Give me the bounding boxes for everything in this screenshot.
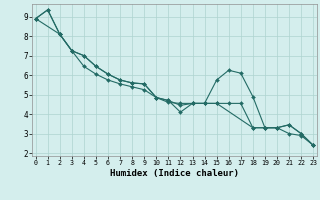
X-axis label: Humidex (Indice chaleur): Humidex (Indice chaleur) bbox=[110, 169, 239, 178]
